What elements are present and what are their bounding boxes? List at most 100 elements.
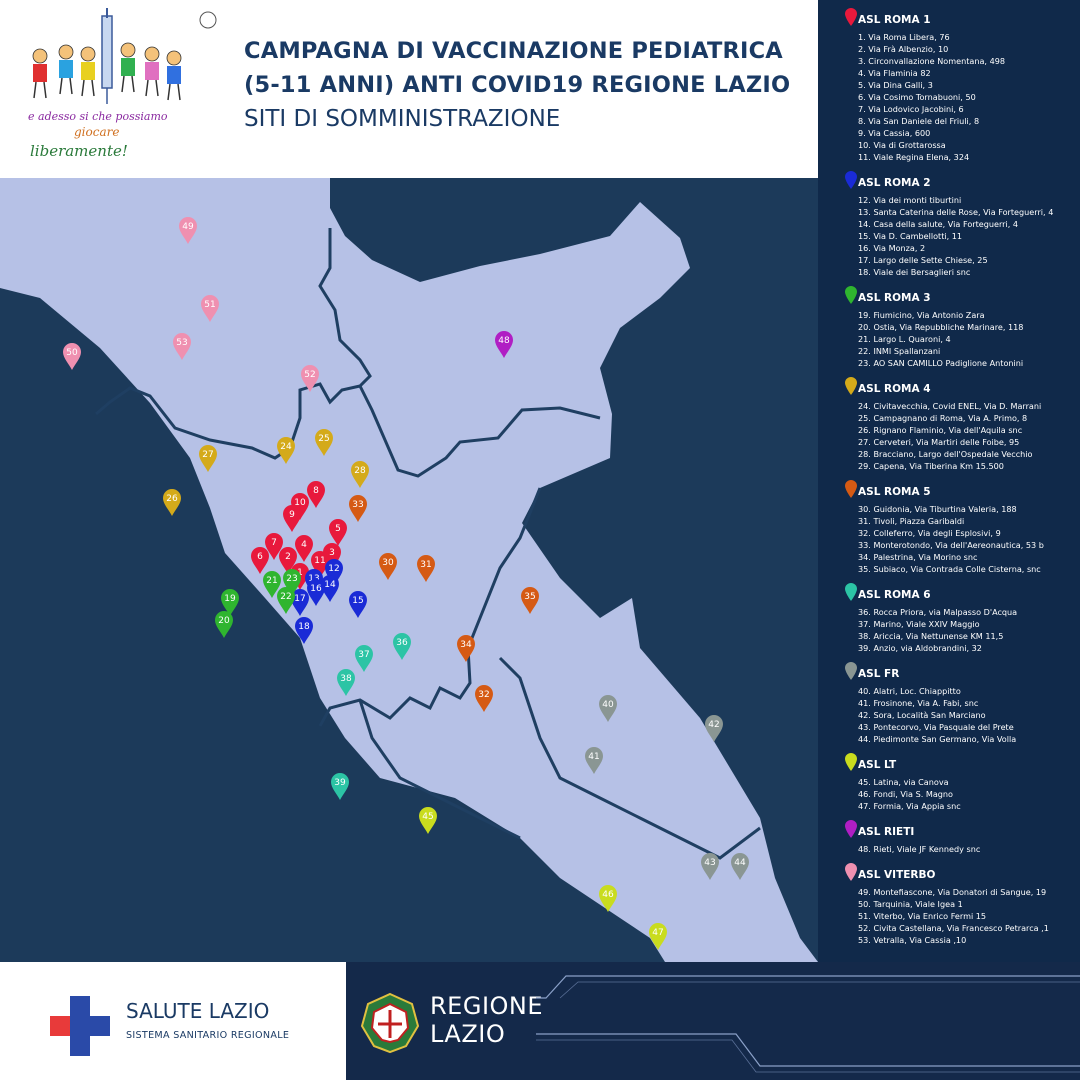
map-pin-35[interactable]: 35 [521, 587, 539, 614]
map-pin-2[interactable]: 2 [279, 547, 297, 574]
map-pin-label: 46 [602, 890, 614, 900]
map-pin-22[interactable]: 22 [277, 587, 295, 614]
map-pin-37[interactable]: 37 [355, 645, 373, 672]
map-pin-marker [215, 611, 233, 638]
map-pin-30[interactable]: 30 [379, 553, 397, 580]
map-pin-41[interactable]: 41 [585, 747, 603, 774]
map-pin-7[interactable]: 7 [265, 533, 283, 560]
map-pin-32[interactable]: 32 [475, 685, 493, 712]
pins-layer: 12 34567891011121314151617181920212223242… [63, 217, 749, 950]
map-pin-46[interactable]: 46 [599, 885, 617, 912]
map-pin-42[interactable]: 42 [705, 715, 723, 742]
map-pin-25[interactable]: 25 [315, 429, 333, 456]
legend-group-header: ASL ROMA 4 [845, 377, 1080, 397]
map-pin-20[interactable]: 20 [215, 611, 233, 638]
map-pin-marker [379, 553, 397, 580]
map-pin-14[interactable]: 14 [321, 575, 339, 602]
legend-item: 28. Bracciano, Largo dell'Ospedale Vecch… [858, 449, 1033, 459]
legend-item: 45. Latina, via Canova [858, 777, 949, 787]
map-pin-marker [221, 589, 239, 616]
map-pin-label: 45 [422, 812, 433, 822]
legend-item: 31. Tivoli, Piazza Garibaldi [858, 516, 965, 526]
map-pin-label: 51 [204, 300, 215, 310]
map-pin-8[interactable]: 8 [307, 481, 325, 508]
map-pin-49[interactable]: 49 [179, 217, 197, 244]
legend-group-rieti: ASL RIETI 48. Rieti, Viale JF Kennedy snc [845, 820, 1080, 855]
map-pin-45[interactable]: 45 [419, 807, 437, 834]
map-pin-33[interactable]: 33 [349, 495, 367, 522]
map-pin-24[interactable]: 24 [277, 437, 295, 464]
map-pin-marker [337, 669, 355, 696]
map-pin-44[interactable]: 44 [731, 853, 749, 880]
map-pin-marker [201, 295, 219, 322]
map-pin-6[interactable]: 6 [251, 547, 269, 574]
map-pin-label: 13 [308, 574, 319, 584]
map-pin-38[interactable]: 38 [337, 669, 355, 696]
map-pin-47[interactable]: 47 [649, 923, 667, 950]
map-pin-36[interactable]: 36 [393, 633, 411, 660]
map-pin-label: 35 [524, 592, 535, 602]
asl-boundary-rieti [358, 385, 601, 478]
map-pin-marker [701, 853, 719, 880]
map-pin-marker [599, 695, 617, 722]
map-pin-marker [265, 533, 283, 560]
map-pin-marker [325, 559, 343, 586]
legend-item: 48. Rieti, Viale JF Kennedy snc [858, 844, 981, 854]
map-pin-label: 25 [318, 434, 329, 444]
map-pin-17[interactable]: 17 [291, 589, 309, 616]
decorative-lines [536, 975, 1080, 1073]
map-pin-21[interactable]: 21 [263, 571, 281, 598]
map-pin-label: 48 [498, 336, 510, 346]
legend-group-viterbo: ASL VITERBO 49. Montefiascone, Via Donato… [845, 863, 1080, 946]
map-pin-53[interactable]: 53 [173, 333, 191, 360]
legend-item: 25. Campagnano di Roma, Via A. Primo, 8 [858, 413, 1028, 423]
map-pin-label: 6 [257, 552, 263, 562]
map-pin-26[interactable]: 26 [163, 489, 181, 516]
map-pin-label: 49 [182, 222, 194, 232]
map-pin-34[interactable]: 34 [457, 635, 475, 662]
map-pin-marker [349, 495, 367, 522]
map-pin-11[interactable]: 11 [311, 551, 329, 578]
map-pin-label: 11 [314, 556, 325, 566]
legend-item: 20. Ostia, Via Repubbliche Marinare, 118 [858, 322, 1024, 332]
legend-group-lt: ASL LT 45. Latina, via Canova 46. Fondi, V… [845, 753, 1080, 812]
map-pin-label: 42 [708, 720, 719, 730]
map-pin-48[interactable]: 48 [495, 331, 513, 358]
map-pin-icon [845, 286, 857, 304]
map-pin-5[interactable]: 5 [329, 519, 347, 546]
map-pin-marker [173, 333, 191, 360]
map-pin-19[interactable]: 19 [221, 589, 239, 616]
map-pin-18[interactable]: 18 [295, 617, 313, 644]
map-pin-10[interactable]: 10 [291, 493, 309, 520]
map-pin-51[interactable]: 51 [201, 295, 219, 322]
salute-lazio-logo: SALUTE LAZIO SISTEMA SANITARIO REGIONALE [0, 962, 346, 1080]
map-pin-52[interactable]: 52 [301, 365, 319, 392]
map-pin-15[interactable]: 15 [349, 591, 367, 618]
map-pin-27[interactable]: 27 [199, 445, 217, 472]
map-pin-label: 9 [289, 510, 295, 520]
legend-item: 19. Fiumicino, Via Antonio Zara [858, 310, 985, 320]
legend-group-items: 36. Rocca Priora, via Malpasso D'Acqua 37… [858, 606, 1080, 654]
legend-group-roma1: ASL ROMA 1 1. Via Roma Libera, 76 2. Via F… [845, 8, 1080, 163]
map-pin-4[interactable]: 4 [295, 535, 313, 562]
map-pin-3[interactable]: 3 [323, 543, 341, 570]
legend-group-header: ASL LT [845, 753, 1080, 773]
map-pin-23[interactable]: 23 [283, 569, 301, 596]
map-pin-16[interactable]: 16 [307, 579, 325, 606]
legend-item: 37. Marino, Viale XXIV Maggio [858, 619, 980, 629]
map-pin-40[interactable]: 40 [599, 695, 617, 722]
legend-item: 22. INMI Spallanzani [858, 346, 941, 356]
map-pin-50[interactable]: 50 [63, 343, 81, 370]
page-subtitle: SITI DI SOMMINISTRAZIONE [244, 106, 561, 132]
map-pin-39[interactable]: 39 [331, 773, 349, 800]
map-pin-43[interactable]: 43 [701, 853, 719, 880]
map-pin-12[interactable]: 12 [325, 559, 343, 586]
map-pin-28[interactable]: 28 [351, 461, 369, 488]
legend-item: 9. Via Cassia, 600 [858, 128, 931, 138]
legend-group-header: ASL ROMA 3 [845, 286, 1080, 306]
map-pin-31[interactable]: 31 [417, 555, 435, 582]
map-pin-marker [277, 587, 295, 614]
legend-item: 26. Rignano Flaminio, Via dell'Aquila sn… [858, 425, 1023, 435]
map-pin-label: 53 [176, 338, 187, 348]
legend-item: 32. Colleferro, Via degli Esplosivi, 9 [858, 528, 1001, 538]
